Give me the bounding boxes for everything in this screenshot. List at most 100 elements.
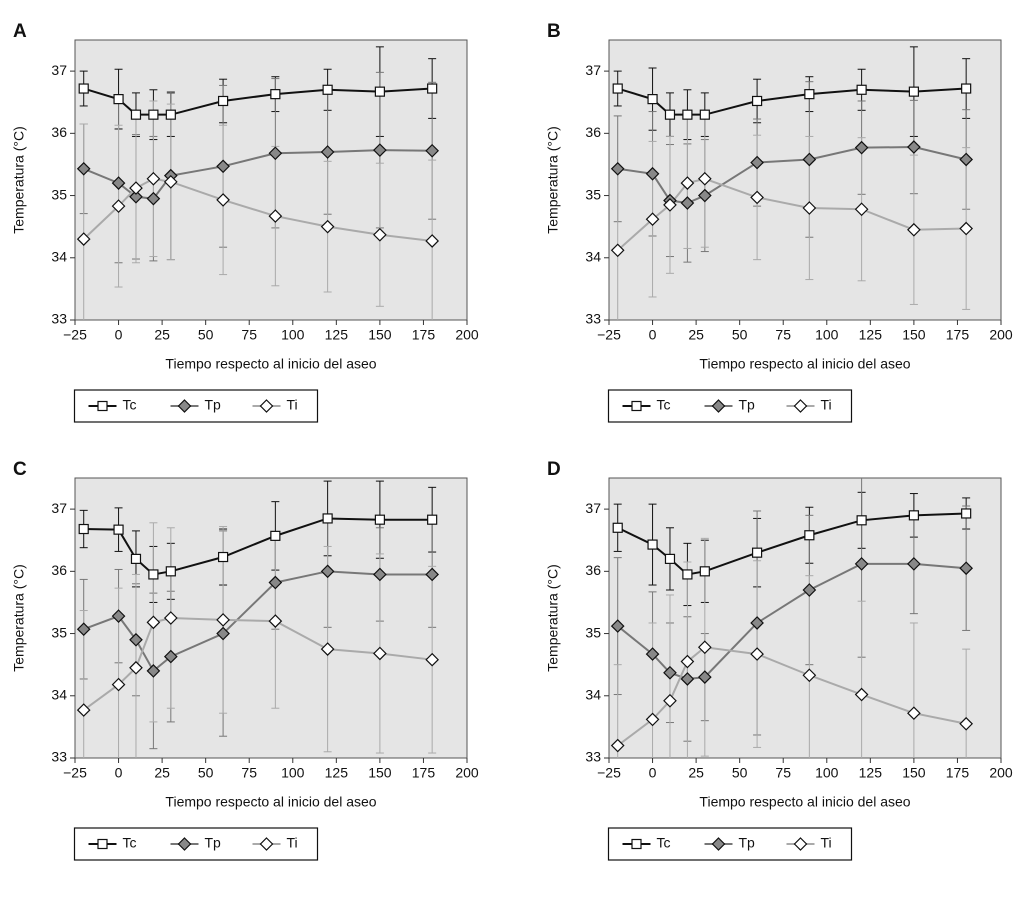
y-tick-label: 35 bbox=[51, 624, 67, 640]
marker bbox=[374, 86, 385, 97]
marker bbox=[959, 152, 974, 167]
y-tick-label: 37 bbox=[51, 500, 67, 516]
marker bbox=[320, 564, 335, 579]
x-tick-label: 50 bbox=[198, 765, 214, 781]
marker bbox=[680, 196, 695, 210]
y-axis-label: Temperatura (°C) bbox=[11, 564, 27, 672]
marker bbox=[804, 530, 815, 541]
marker bbox=[680, 672, 695, 686]
marker bbox=[425, 143, 440, 158]
x-tick-label: 200 bbox=[989, 327, 1013, 343]
marker bbox=[682, 569, 693, 580]
x-tick-label: −25 bbox=[63, 327, 87, 343]
marker bbox=[908, 86, 919, 97]
marker bbox=[111, 677, 126, 692]
x-tick-label: 0 bbox=[115, 327, 123, 343]
marker bbox=[697, 670, 712, 684]
x-tick-label: 0 bbox=[649, 765, 657, 781]
marker bbox=[647, 539, 658, 550]
x-tick-label: 0 bbox=[115, 765, 123, 781]
marker bbox=[697, 188, 712, 203]
x-tick-label: 175 bbox=[412, 765, 436, 781]
marker bbox=[425, 652, 440, 667]
series-line bbox=[617, 177, 967, 252]
x-axis-label: Tiempo respecto al inicio del aseo bbox=[699, 794, 910, 810]
marker bbox=[907, 557, 921, 571]
marker bbox=[216, 193, 230, 207]
plot-area bbox=[608, 39, 1002, 321]
y-tick-label: 33 bbox=[585, 749, 601, 765]
marker bbox=[130, 553, 142, 564]
marker bbox=[856, 84, 867, 95]
marker bbox=[663, 693, 677, 708]
series-line bbox=[83, 87, 433, 116]
marker bbox=[129, 632, 143, 647]
legend-marker bbox=[177, 399, 192, 413]
legend-label: Tc bbox=[123, 835, 137, 851]
marker bbox=[680, 176, 695, 190]
marker bbox=[854, 687, 869, 702]
y-tick-label: 36 bbox=[51, 562, 67, 578]
marker bbox=[146, 191, 161, 206]
x-axis-label: Tiempo respecto al inicio del aseo bbox=[165, 794, 376, 810]
x-tick-label: 100 bbox=[281, 327, 305, 343]
marker bbox=[697, 640, 712, 655]
marker bbox=[165, 109, 176, 120]
plot bbox=[610, 478, 974, 758]
marker bbox=[373, 143, 387, 157]
marker bbox=[959, 221, 974, 236]
marker bbox=[959, 716, 974, 731]
marker bbox=[802, 152, 817, 167]
y-tick-label: 36 bbox=[585, 124, 601, 140]
x-tick-label: 25 bbox=[688, 327, 704, 343]
legend-marker bbox=[97, 400, 108, 412]
x-tick-label: 125 bbox=[859, 327, 883, 343]
marker bbox=[165, 566, 176, 577]
x-tick-label: 50 bbox=[732, 327, 748, 343]
legend-label: Ti bbox=[287, 835, 298, 851]
marker bbox=[750, 155, 764, 170]
panel-letter: D bbox=[547, 459, 561, 480]
panel-letter: C bbox=[13, 459, 27, 480]
marker bbox=[78, 83, 89, 94]
y-tick-label: 35 bbox=[51, 186, 67, 202]
marker bbox=[961, 508, 972, 519]
marker bbox=[854, 202, 869, 217]
legend-marker bbox=[259, 399, 274, 413]
marker bbox=[373, 646, 387, 661]
x-tick-label: 75 bbox=[241, 765, 257, 781]
x-tick-label: 50 bbox=[732, 765, 748, 781]
x-tick-label: 100 bbox=[815, 327, 839, 343]
y-tick-label: 35 bbox=[585, 624, 601, 640]
marker bbox=[76, 232, 91, 246]
marker bbox=[908, 510, 919, 521]
marker bbox=[163, 649, 178, 664]
marker bbox=[750, 190, 764, 205]
marker bbox=[216, 159, 230, 174]
plot-area bbox=[608, 477, 1002, 759]
series-line bbox=[617, 146, 967, 205]
y-tick-label: 37 bbox=[585, 62, 601, 78]
marker bbox=[750, 647, 764, 661]
marker bbox=[425, 234, 440, 248]
y-tick-label: 33 bbox=[51, 749, 67, 765]
marker bbox=[663, 665, 677, 680]
marker bbox=[645, 647, 660, 661]
x-tick-label: 200 bbox=[455, 765, 479, 781]
marker bbox=[610, 243, 625, 258]
marker bbox=[113, 524, 124, 535]
x-tick-label: 100 bbox=[281, 765, 305, 781]
marker bbox=[146, 615, 161, 630]
marker bbox=[645, 166, 660, 181]
marker bbox=[802, 668, 817, 683]
marker bbox=[907, 140, 921, 154]
marker bbox=[699, 109, 710, 120]
marker bbox=[111, 609, 126, 623]
plot-area bbox=[74, 39, 468, 321]
panel: B 33 34 35 36 37 −25 0 25 50 75 100 125 150 175 200 Tiem… bbox=[545, 21, 1013, 423]
marker bbox=[612, 83, 623, 94]
legend-label: Tc bbox=[657, 397, 671, 413]
marker bbox=[163, 175, 178, 189]
x-tick-label: 125 bbox=[859, 765, 883, 781]
marker bbox=[217, 95, 229, 107]
